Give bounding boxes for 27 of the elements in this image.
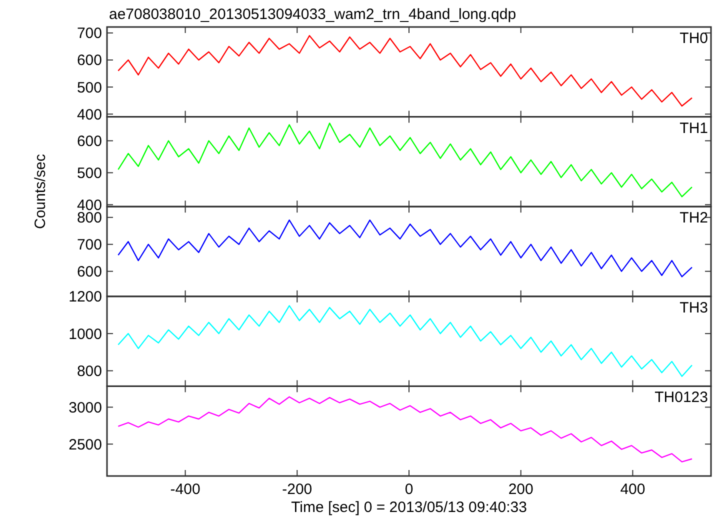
y-tick-label: 500 [76, 164, 102, 182]
y-tick-label: 600 [76, 264, 102, 281]
y-tick-label: 600 [76, 52, 102, 70]
chart-title: ae708038010_20130513094033_wam2_trn_4band_long.qdp [109, 6, 516, 23]
y-tick-label: 600 [76, 133, 102, 150]
y-tick-label: 1000 [68, 326, 102, 343]
text: TH1 [680, 120, 708, 137]
text: TH0 [680, 30, 708, 47]
y-tick-label: 500 [76, 79, 102, 96]
text: TH0123 [654, 389, 708, 406]
y-tick-label: 700 [76, 236, 102, 254]
x-tick-label: 0 [404, 481, 414, 498]
y-tick-label: 700 [76, 25, 102, 42]
y-tick-label: 3000 [68, 399, 102, 416]
text: TH3 [680, 299, 708, 316]
x-tick-label: -400 [170, 481, 200, 498]
y-tick-label: 800 [76, 210, 102, 227]
x-tick-label: 200 [508, 481, 534, 498]
y-axis-title: Counts/sec [32, 153, 49, 230]
y-tick-label: 400 [76, 106, 102, 124]
y-tick-label: 2500 [68, 436, 102, 454]
x-axis-title: Time [sec] 0 = 2013/05/13 09:40:33 [291, 499, 527, 516]
x-tick-label: 400 [620, 481, 646, 498]
y-tick-label: 800 [76, 363, 102, 380]
text: TH2 [680, 210, 708, 227]
y-tick-label: 1200 [68, 288, 102, 306]
x-tick-label: -200 [282, 481, 312, 498]
